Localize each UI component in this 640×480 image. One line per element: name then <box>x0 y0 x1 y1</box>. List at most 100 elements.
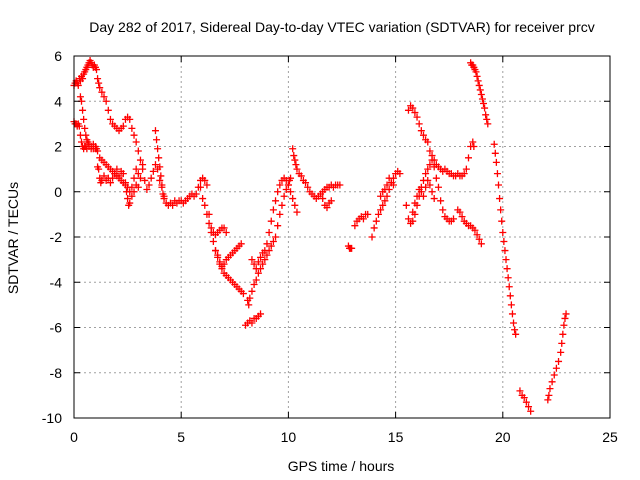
data-point <box>136 156 144 164</box>
data-point <box>220 224 228 232</box>
y-tick-label: -4 <box>50 274 63 290</box>
data-point <box>289 195 297 203</box>
data-point <box>473 231 481 239</box>
axis-ticks: 0 5 10 15 20 25 -10 -8 -6 -4 -2 0 2 4 6 <box>42 48 618 445</box>
data-point <box>199 195 207 203</box>
data-point <box>460 170 468 178</box>
data-point <box>381 185 389 193</box>
data-point <box>336 181 344 189</box>
data-point <box>95 165 103 173</box>
data-point <box>389 181 397 189</box>
data-point <box>561 314 569 322</box>
data-point <box>483 115 491 123</box>
data-series <box>70 57 147 169</box>
data-point <box>130 131 138 139</box>
data-point <box>134 183 142 191</box>
data-point <box>252 276 260 284</box>
data-point <box>128 124 136 132</box>
data-point <box>507 301 515 309</box>
data-point <box>544 396 552 404</box>
data-point <box>106 115 114 123</box>
data-point <box>261 256 269 264</box>
data-point <box>424 165 432 173</box>
data-point <box>481 104 489 112</box>
data-point <box>477 240 485 248</box>
data-point <box>269 206 277 214</box>
data-point <box>134 170 142 178</box>
data-point <box>327 197 335 205</box>
data-point <box>282 176 290 184</box>
data-point <box>503 265 511 273</box>
data-point <box>404 215 412 223</box>
y-tick-label: -8 <box>50 365 63 381</box>
data-point <box>192 190 200 198</box>
data-point <box>415 120 423 128</box>
data-point <box>546 385 554 393</box>
data-point <box>250 281 258 289</box>
data-point <box>291 156 299 164</box>
data-point <box>478 95 486 103</box>
data-point <box>81 124 89 132</box>
data-point <box>276 210 284 218</box>
data-point <box>297 172 305 180</box>
data-point <box>484 120 492 128</box>
data-point <box>267 242 275 250</box>
data-point <box>560 321 568 329</box>
data-series <box>319 195 335 212</box>
data-point <box>379 201 387 209</box>
data-point <box>550 371 558 379</box>
data-series <box>409 176 438 216</box>
data-point <box>89 140 97 148</box>
data-point <box>426 181 434 189</box>
data-point <box>282 185 290 193</box>
y-tick-label: -10 <box>42 410 62 426</box>
data-series <box>544 310 570 404</box>
data-point <box>156 176 164 184</box>
data-point <box>502 256 510 264</box>
data-point <box>214 251 222 259</box>
data-point <box>78 138 86 146</box>
data-point <box>545 391 553 399</box>
data-series <box>212 240 245 270</box>
data-point <box>413 113 421 121</box>
data-point <box>520 394 528 402</box>
data-point <box>492 158 500 166</box>
data-point <box>428 152 436 160</box>
data-point <box>482 111 490 119</box>
data-point <box>293 165 301 173</box>
data-point <box>417 127 425 135</box>
data-point <box>409 217 417 225</box>
data-point <box>404 106 412 114</box>
data-point <box>276 181 284 189</box>
data-point <box>472 68 480 76</box>
data-point <box>359 215 367 223</box>
data-point <box>475 235 483 243</box>
data-point <box>109 174 117 182</box>
data-point <box>132 138 140 146</box>
y-tick-label: 2 <box>54 139 62 155</box>
data-point <box>351 222 359 230</box>
data-point <box>155 154 163 162</box>
data-point <box>82 131 90 139</box>
data-point <box>278 201 286 209</box>
data-point <box>493 170 501 178</box>
data-point <box>372 217 380 225</box>
data-point <box>269 238 277 246</box>
data-series <box>467 59 492 128</box>
data-point <box>413 192 421 200</box>
data-point <box>220 260 228 268</box>
data-point <box>216 258 224 266</box>
x-tick-label: 15 <box>388 429 404 445</box>
data-point <box>151 127 159 135</box>
data-point <box>203 181 211 189</box>
data-point <box>239 290 247 298</box>
data-point <box>147 174 155 182</box>
data-point <box>250 260 258 268</box>
data-point <box>119 122 127 130</box>
data-point <box>289 145 297 153</box>
data-point <box>252 265 260 273</box>
data-point <box>383 192 391 200</box>
data-point <box>119 170 127 178</box>
data-point <box>409 104 417 112</box>
